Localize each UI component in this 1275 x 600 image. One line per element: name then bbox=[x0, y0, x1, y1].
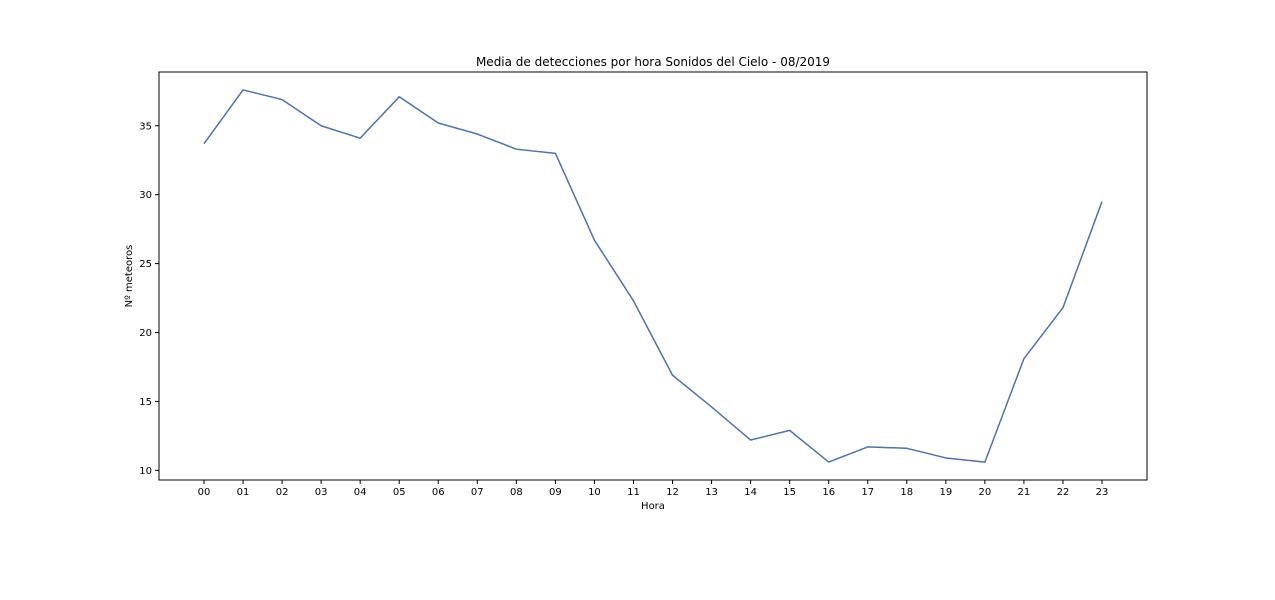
x-tick-label: 16 bbox=[822, 487, 835, 498]
y-tick-label: 15 bbox=[139, 397, 152, 408]
x-tick-label: 17 bbox=[861, 487, 874, 498]
x-tick-label: 00 bbox=[198, 487, 211, 498]
y-tick-label: 20 bbox=[139, 328, 152, 339]
x-tick-label: 04 bbox=[354, 487, 367, 498]
x-tick-label: 15 bbox=[783, 487, 796, 498]
x-tick-label: 13 bbox=[705, 487, 718, 498]
x-tick-label: 07 bbox=[471, 487, 484, 498]
y-axis-ticks: 10 15 20 25 30 35 bbox=[139, 121, 159, 477]
chart-title: Media de detecciones por hora Sonidos de… bbox=[476, 55, 830, 69]
x-tick-label: 23 bbox=[1096, 487, 1109, 498]
x-tick-label: 06 bbox=[432, 487, 445, 498]
x-tick-label: 05 bbox=[393, 487, 406, 498]
x-tick-label: 22 bbox=[1057, 487, 1070, 498]
x-tick-label: 10 bbox=[588, 487, 601, 498]
x-tick-label: 12 bbox=[666, 487, 679, 498]
x-axis-ticks: 00 01 02 03 04 05 06 07 08 09 10 11 12 13 14 15 16 17 18 19… bbox=[198, 480, 1109, 498]
x-tick-label: 09 bbox=[549, 487, 562, 498]
x-tick-label: 03 bbox=[315, 487, 328, 498]
y-axis-label: Nº meteoros bbox=[124, 245, 135, 308]
series-line bbox=[203, 89, 1103, 463]
y-tick-label: 30 bbox=[139, 190, 152, 201]
x-tick-label: 18 bbox=[900, 487, 913, 498]
x-tick-label: 08 bbox=[510, 487, 523, 498]
plot-area-frame bbox=[158, 71, 1148, 481]
x-tick-label: 02 bbox=[276, 487, 289, 498]
y-tick-label: 10 bbox=[139, 466, 152, 477]
x-tick-label: 11 bbox=[627, 487, 640, 498]
x-tick-label: 20 bbox=[979, 487, 992, 498]
y-tick-label: 25 bbox=[139, 259, 152, 270]
series-points bbox=[203, 89, 1103, 463]
x-tick-label: 19 bbox=[939, 487, 952, 498]
x-tick-label: 21 bbox=[1018, 487, 1031, 498]
x-axis-label: Hora bbox=[641, 501, 665, 512]
x-tick-label: 14 bbox=[744, 487, 757, 498]
y-tick-label: 35 bbox=[139, 121, 152, 132]
x-tick-label: 01 bbox=[237, 487, 250, 498]
